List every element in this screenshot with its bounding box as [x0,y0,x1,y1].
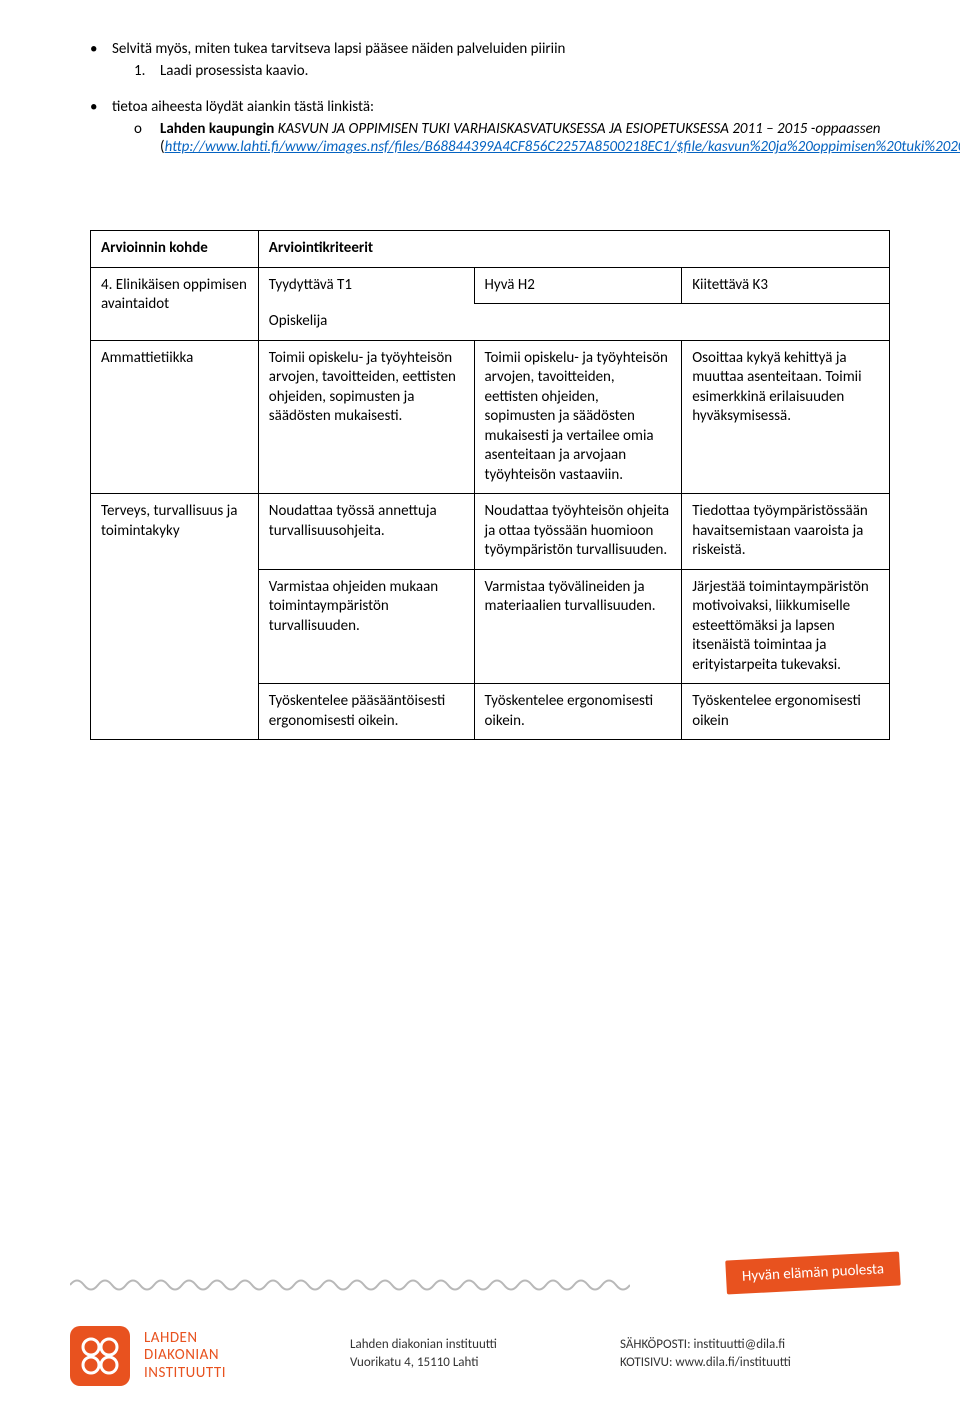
table-cell: Noudattaa työssä annettuja turvallisuuso… [258,494,474,570]
logo-line: DIAKONIAN [144,1347,226,1364]
list-item: • Selvitä myös, miten tukea tarvitseva l… [90,40,890,58]
table-header: Arvioinnin kohde [91,231,259,268]
bullet-dot: • [90,98,112,116]
publication-title: KASVUN JA OPPIMISEN TUKI VARHAISKASVATUK… [278,120,881,138]
external-link[interactable]: http://www.lahti.fi/www/images.nsf/files… [165,138,960,156]
table-cell: Työskentelee ergonomisesti oikein [682,684,890,740]
email-value: instituutti@dila.fi [693,1337,785,1352]
table-cell: Opiskelija [258,304,889,341]
table-cell: Toimii opiskelu- ja työyhteisön arvojen,… [474,340,682,494]
logo-line: INSTITUUTTI [144,1365,226,1382]
org-name: Lahden kaupungin [160,120,278,138]
bulleted-list: • Selvitä myös, miten tukea tarvitseva l… [90,40,890,156]
logo-icon [70,1326,130,1386]
table-cell: Terveys, turvallisuus ja toimintakyky [91,494,259,740]
slogan-tag: Hyvän elämän puolesta [725,1251,901,1294]
table-cell: Hyvä H2 [474,267,682,304]
table-cell: Työskentelee pääsääntöisesti ergonomises… [258,684,474,740]
list-subtext-block: Lahden kaupungin KASVUN JA OPPIMISEN TUK… [160,120,960,156]
table-header: Arviointikriteerit [258,231,889,268]
table-cell: Toimii opiskelu- ja työyhteisön arvojen,… [258,340,474,494]
squiggle-divider-icon [70,1276,630,1294]
label: KOTISIVU: [620,1355,675,1370]
logo-text: LAHDEN DIAKONIAN INSTITUUTTI [144,1330,226,1382]
footer-org: Lahden diakonian instituutti [350,1336,497,1354]
table-cell: Ammattietiikka [91,340,259,494]
footer-street: Vuorikatu 4, 15110 Lahti [350,1354,497,1372]
web-value: www.dila.fi/instituutti [675,1355,791,1370]
table-cell: Noudattaa työyhteisön ohjeita ja ottaa t… [474,494,682,570]
list-circle: o [134,120,160,156]
list-subitem: 1. Laadi prosessista kaavio. [134,62,890,80]
table-cell: Tyydyttävä T1 [258,267,474,304]
table-cell: Varmistaa ohjeiden mukaan toimintaympäri… [258,569,474,684]
list-subitem: o Lahden kaupungin KASVUN JA OPPIMISEN T… [134,120,890,156]
footer-logo: LAHDEN DIAKONIAN INSTITUUTTI [70,1326,226,1386]
footer-contact: SÄHKÖPOSTI: instituutti@dila.fi KOTISIVU… [620,1336,791,1371]
page-footer: Hyvän elämän puolesta LAHDEN DIAKONIAN I… [0,1248,960,1418]
footer-email: SÄHKÖPOSTI: instituutti@dila.fi [620,1336,791,1354]
footer-web: KOTISIVU: www.dila.fi/instituutti [620,1354,791,1372]
list-item: • tietoa aiheesta löydät aiankin tästä l… [90,98,890,116]
table-row: Terveys, turvallisuus ja toimintakyky No… [91,494,890,570]
table-row: Ammattietiikka Toimii opiskelu- ja työyh… [91,340,890,494]
table-row: 4. Elinikäisen oppimisen avaintaidot Tyy… [91,267,890,304]
bullet-dot: • [90,40,112,58]
table-cell: Kiitettävä K3 [682,267,890,304]
list-number: 1. [134,62,160,80]
list-subtext: Laadi prosessista kaavio. [160,62,308,80]
table-cell: Työskentelee ergonomisesti oikein. [474,684,682,740]
table-cell: Osoittaa kykyä kehittyä ja muuttaa asent… [682,340,890,494]
assessment-table: Arvioinnin kohde Arviointikriteerit 4. E… [90,230,890,740]
footer-address: Lahden diakonian instituutti Vuorikatu 4… [350,1336,497,1371]
logo-line: LAHDEN [144,1330,226,1347]
list-text: tietoa aiheesta löydät aiankin tästä lin… [112,98,890,116]
label: SÄHKÖPOSTI: [620,1337,693,1352]
list-text: Selvitä myös, miten tukea tarvitseva lap… [112,40,890,58]
table-cell: Varmistaa työvälineiden ja materiaalien … [474,569,682,684]
table-cell: Tiedottaa työympäristössään havaitsemist… [682,494,890,570]
table-row: Arvioinnin kohde Arviointikriteerit [91,231,890,268]
table-cell: Järjestää toimintaympäristön motivoivaks… [682,569,890,684]
table-cell: 4. Elinikäisen oppimisen avaintaidot [91,267,259,340]
